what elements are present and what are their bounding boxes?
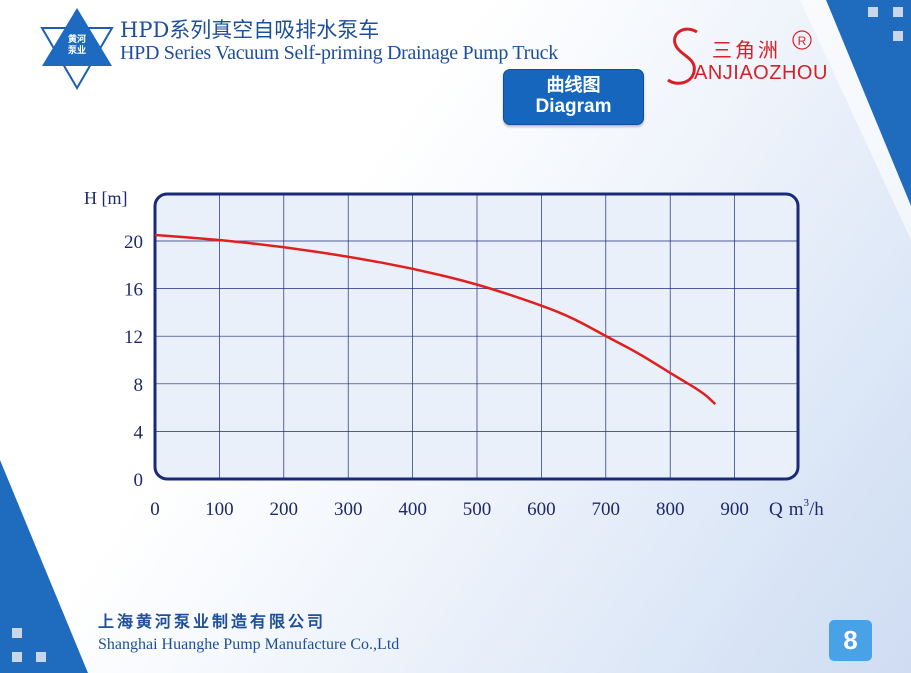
x-tick-label: 900 bbox=[720, 499, 749, 520]
company-name-cn: 上海黄河泵业制造有限公司 bbox=[98, 612, 327, 631]
y-tick-label: 8 bbox=[134, 375, 144, 396]
y-tick-label: 0 bbox=[134, 470, 144, 491]
page-number-badge: 8 bbox=[829, 620, 872, 661]
decor-square bbox=[893, 7, 903, 17]
x-axis-label-prefix: Q bbox=[769, 499, 783, 520]
brand-s-icon bbox=[667, 27, 698, 85]
company-logo: 黄河 泵业 bbox=[40, 8, 114, 90]
company-name-en: Shanghai Huanghe Pump Manufacture Co.,Lt… bbox=[98, 636, 400, 653]
x-axis-unit-exp: 3 bbox=[804, 497, 810, 509]
registered-mark-icon bbox=[792, 30, 812, 50]
x-tick-label: 300 bbox=[334, 499, 363, 520]
x-tick-label: 400 bbox=[398, 499, 427, 520]
x-axis-unit-base: m bbox=[789, 499, 804, 520]
x-tick-label: 200 bbox=[270, 499, 299, 520]
decor-square bbox=[12, 652, 22, 662]
top-right-stripe-light bbox=[800, 0, 911, 240]
brand-name-en: ANJIAOZHOU bbox=[694, 62, 828, 84]
series-line bbox=[154, 233, 717, 405]
y-axis-label: H [m] bbox=[84, 188, 128, 208]
brand-name-cn: 三角洲 bbox=[712, 38, 781, 62]
logo-text-line2: 泵业 bbox=[68, 44, 86, 56]
x-tick-label: 0 bbox=[150, 499, 160, 520]
grid-lines bbox=[155, 194, 798, 479]
logo-text-line1: 黄河 bbox=[68, 33, 86, 45]
diagram-button-label-cn: 曲线图 bbox=[546, 75, 601, 95]
x-axis-unit-tail: /h bbox=[809, 499, 824, 520]
y-tick-label: 20 bbox=[124, 232, 143, 253]
y-tick-label: 12 bbox=[124, 327, 143, 348]
page-title-cn: HPD系列真空自吸排水泵车 bbox=[120, 18, 380, 42]
x-tick-label: 100 bbox=[205, 499, 234, 520]
page-title-en: HPD Series Vacuum Self-priming Drainage … bbox=[120, 42, 558, 64]
tick-labels: 0 100 200 300 400 500 600 700 800 900 0 4 8 12 16 20 bbox=[124, 232, 749, 520]
decor-square bbox=[893, 31, 903, 41]
decor-square bbox=[868, 7, 878, 17]
y-tick-label: 16 bbox=[124, 280, 143, 301]
decor-square bbox=[36, 652, 46, 662]
diagram-button-label-en: Diagram bbox=[535, 96, 612, 117]
registered-mark: R bbox=[798, 34, 807, 48]
diagram-section-button[interactable]: 曲线图 Diagram bbox=[503, 69, 644, 125]
bottom-left-stripe bbox=[0, 460, 88, 673]
x-tick-label: 700 bbox=[592, 499, 621, 520]
y-tick-label: 4 bbox=[134, 422, 144, 443]
decor-square bbox=[12, 628, 22, 638]
x-tick-label: 800 bbox=[656, 499, 685, 520]
x-tick-label: 500 bbox=[463, 499, 492, 520]
x-tick-label: 600 bbox=[527, 499, 556, 520]
